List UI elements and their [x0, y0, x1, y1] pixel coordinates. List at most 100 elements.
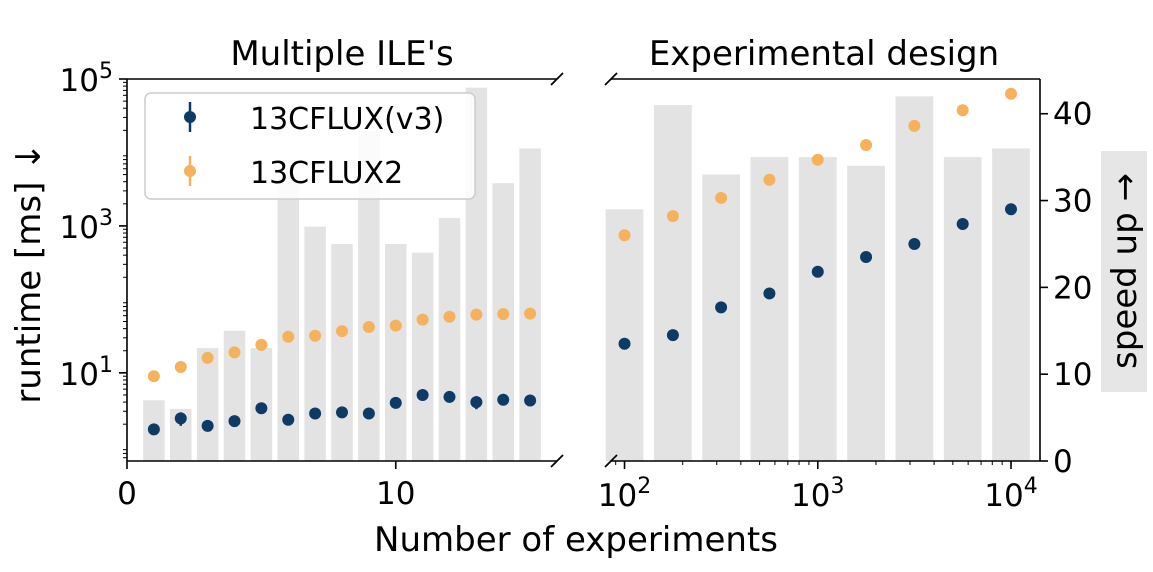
x-tick-label: 10	[376, 476, 415, 512]
data-point	[147, 370, 160, 383]
speed-up-axis-label: speed up →	[1105, 173, 1145, 369]
y-axis-label: runtime [ms] ↓	[9, 142, 49, 403]
speedup-bar	[895, 96, 934, 461]
data-point	[309, 407, 322, 420]
speedup-bar	[358, 131, 380, 461]
legend-label: 13CFLUX(v3)	[250, 102, 444, 137]
left-data-points	[147, 307, 537, 436]
speedup-bar	[385, 243, 407, 461]
x-axis-label: Number of experiments	[374, 520, 778, 560]
data-point	[228, 415, 241, 428]
axis-break-mark	[550, 72, 564, 86]
speedup-bar	[170, 408, 192, 461]
data-point	[309, 329, 322, 342]
data-point	[416, 313, 429, 326]
data-point	[282, 330, 295, 343]
speedup-bar	[438, 217, 461, 461]
speedup-bar	[943, 157, 982, 462]
data-point	[174, 412, 187, 425]
speedup-bar	[750, 157, 789, 462]
data-point	[497, 308, 510, 321]
x-tick-label: 0	[117, 476, 137, 512]
data-point	[524, 307, 537, 320]
axis-break-mark	[604, 454, 618, 468]
y-tick-label: 103	[60, 206, 113, 246]
data-point	[956, 104, 969, 117]
data-point	[255, 402, 268, 415]
data-point	[715, 301, 728, 314]
data-point	[956, 217, 969, 230]
data-point	[255, 338, 268, 351]
x-tick-label: 102	[598, 474, 651, 514]
speedup-bar	[519, 148, 541, 462]
data-point	[618, 337, 631, 350]
data-point	[201, 351, 214, 364]
right-panel-title: Experimental design	[649, 34, 999, 74]
speedup-bar	[702, 174, 740, 461]
data-point	[908, 119, 921, 132]
speedup-bar	[798, 157, 837, 462]
speedup-bar	[223, 330, 246, 461]
data-point	[618, 229, 631, 242]
legend-label: 13CFLUX2	[250, 156, 403, 191]
data-point	[860, 138, 873, 151]
data-point	[524, 394, 537, 407]
y-tick-label: 105	[60, 59, 113, 99]
speedup-bar	[196, 348, 219, 461]
data-point	[416, 388, 429, 401]
data-point	[389, 396, 402, 409]
data-point	[470, 396, 483, 409]
data-point	[201, 419, 214, 432]
left-panel: 0 10 101 103 105 Multiple ILE's runtime [ms…	[9, 34, 557, 512]
axis-break-mark	[604, 72, 618, 86]
data-point	[228, 346, 241, 359]
data-point	[147, 423, 160, 436]
data-point	[174, 361, 187, 374]
data-point	[362, 407, 375, 420]
data-point	[443, 390, 456, 403]
data-point	[811, 265, 824, 278]
speedup-bar	[304, 226, 326, 461]
axis-break-marks	[550, 72, 618, 468]
legend: 13CFLUX(v3) 13CFLUX2	[144, 92, 476, 200]
x-tick-label: 104	[984, 474, 1037, 514]
speed-up-tick-label: 30	[1053, 184, 1092, 220]
data-point	[336, 325, 348, 338]
left-y-ticks: 101 103 105	[60, 59, 127, 459]
data-point	[763, 173, 776, 186]
axis-break-mark	[550, 454, 564, 468]
data-point	[860, 250, 873, 263]
right-x-ticks: 102 103 104	[598, 461, 1038, 514]
data-point	[362, 321, 375, 334]
speedup-bar	[411, 252, 434, 461]
data-point	[908, 237, 921, 250]
data-point	[336, 406, 348, 419]
right-speedup-bars	[605, 96, 1030, 462]
data-point	[497, 393, 510, 406]
data-point	[470, 308, 483, 321]
speedup-bar	[847, 165, 885, 461]
speedup-bar	[492, 183, 514, 461]
left-panel-title: Multiple ILE's	[230, 34, 453, 74]
speedup-bar	[654, 105, 692, 461]
data-point	[282, 413, 295, 426]
data-point	[666, 329, 679, 342]
data-point	[1005, 203, 1018, 216]
data-point	[389, 319, 402, 332]
data-point	[1005, 87, 1018, 100]
speedup-bar	[605, 209, 644, 461]
speedup-bar	[992, 148, 1030, 462]
data-point	[811, 153, 824, 166]
speed-up-label-box	[1101, 151, 1147, 392]
left-x-ticks: 0 10	[117, 461, 415, 512]
speed-up-tick-label: 20	[1053, 270, 1092, 306]
speed-up-tick-label: 0	[1053, 444, 1073, 480]
legend-marker	[184, 111, 196, 123]
right-data-points	[618, 87, 1018, 350]
left-speedup-bars	[143, 87, 541, 462]
data-point	[715, 191, 728, 204]
y-tick-label: 101	[60, 353, 113, 393]
legend-box	[144, 92, 476, 200]
data-point	[763, 287, 776, 300]
